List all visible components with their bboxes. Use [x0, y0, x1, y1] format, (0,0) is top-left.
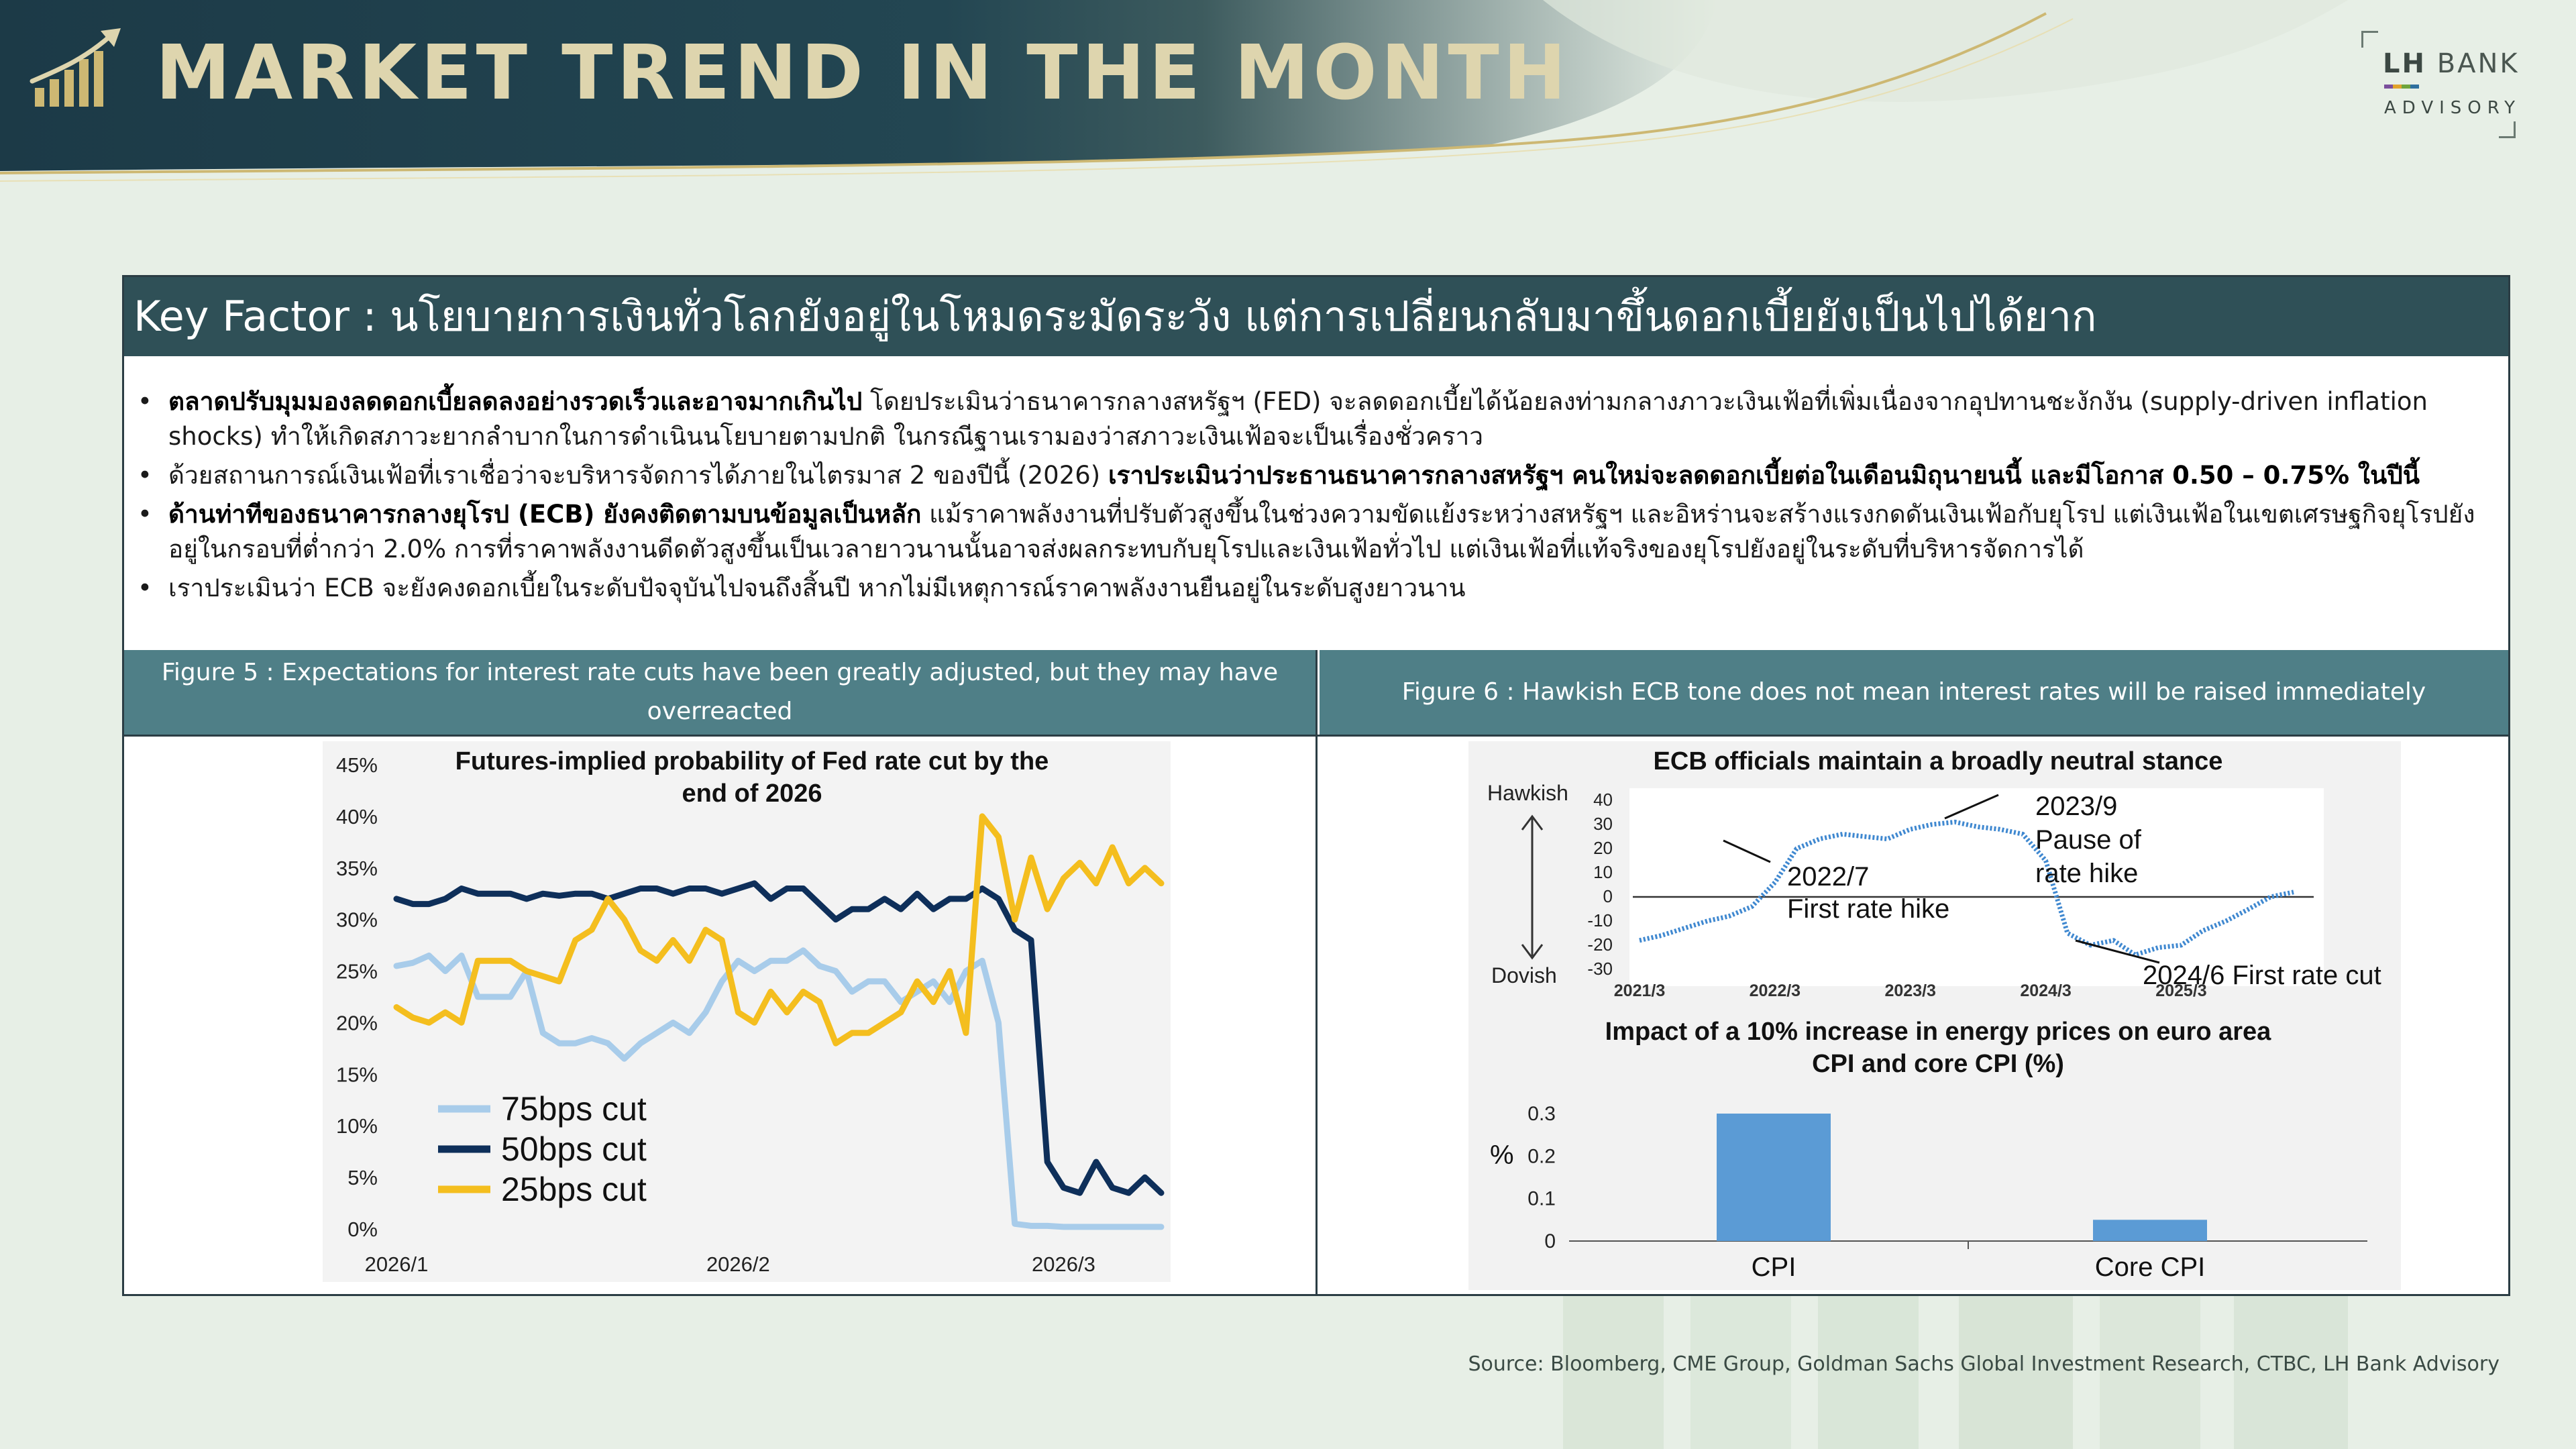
y-tick-label: 5% — [347, 1166, 378, 1189]
y-tick-label: 0 — [1544, 1230, 1556, 1252]
y-tick-label: 20 — [1593, 838, 1613, 858]
figure-6-header: Figure 6 : Hawkish ECB tone does not mea… — [1320, 650, 2508, 735]
annotation-arrow — [1944, 794, 1999, 820]
bullet-symbol: • — [138, 461, 152, 490]
y-tick-label: 30% — [336, 908, 378, 932]
y-tick-label: 10% — [336, 1114, 378, 1138]
y-axis-label: % — [1490, 1140, 1514, 1170]
figure-5-chart-area: Futures-implied probability of Fed rate … — [323, 741, 1171, 1282]
annotation-label: Pause of — [2035, 825, 2142, 855]
y-tick-label: -20 — [1587, 934, 1613, 955]
x-tick-label: 2022/3 — [1750, 981, 1801, 1000]
y-tick-label: 0 — [1603, 886, 1613, 906]
source-note: Source: Bloomberg, CME Group, Goldman Sa… — [1468, 1352, 2500, 1376]
plot-background — [1629, 788, 2324, 986]
brand-color-bar — [2384, 85, 2419, 89]
bar-CPI — [1717, 1114, 1831, 1241]
chart-title: ECB officials maintain a broadly neutral… — [1654, 747, 2223, 775]
chart-title: CPI and core CPI (%) — [1812, 1050, 2064, 1078]
annotation-arrow — [2075, 939, 2160, 964]
y-tick-label: 35% — [336, 857, 378, 880]
y-tick-label: 0.1 — [1527, 1188, 1556, 1210]
figure-6-chart-area: ECB officials maintain a broadly neutral… — [1468, 741, 2401, 1290]
annotation-label: 2022/7 — [1787, 862, 1869, 892]
legend-label: 50bps cut — [501, 1130, 647, 1168]
hawkish-label: Hawkish — [1487, 781, 1568, 805]
y-tick-label: 10 — [1593, 862, 1613, 882]
series-line-75bps-cut — [393, 947, 1165, 1230]
x-tick-label: 2026/3 — [1032, 1252, 1095, 1276]
chart-title: Futures-implied probability of Fed rate … — [455, 747, 1049, 775]
arrow-head-down — [1521, 944, 1544, 960]
bar-Core-CPI — [2093, 1220, 2207, 1241]
y-tick-label: 0.3 — [1527, 1103, 1556, 1125]
x-tick-label: 2026/1 — [365, 1252, 429, 1276]
bullet-list: • ตลาดปรับมุมมองลดดอกเบี้ยลดลงอย่างรวดเร… — [133, 384, 2481, 610]
bullet-item-2: • ด้วยสถานการณ์เงินเฟ้อที่เราเชื่อว่าจะบ… — [133, 458, 2481, 493]
bullet-3-text: แม้ราคาพลังงานที่ปรับตัวสูงขึ้นในช่วงควา… — [168, 500, 2475, 564]
legend-label: 75bps cut — [501, 1090, 647, 1128]
brand-subtitle: ADVISORY — [2384, 98, 2522, 118]
bullet-symbol: • — [138, 574, 152, 602]
x-tick-label: 2024/3 — [2020, 981, 2071, 1000]
fed-rate-cut-probability-chart: Futures-implied probability of Fed rate … — [336, 747, 1165, 1276]
chart-title: end of 2026 — [682, 780, 822, 808]
figure-5-header: Figure 5 : Expectations for interest rat… — [124, 650, 1316, 735]
y-tick-label: 0.2 — [1527, 1145, 1556, 1167]
bullet-1-text: โดยประเมินว่าธนาคารกลางสหรัฐฯ (FED) จะลด… — [168, 387, 2428, 451]
logo-corner-top-left — [2361, 31, 2378, 48]
x-tick-label: 2026/2 — [706, 1252, 770, 1276]
annotation-label: rate hike — [2035, 859, 2138, 888]
annotation-label: 2024/6 First rate cut — [2143, 961, 2381, 990]
lh-bank-advisory-logo: LH BANK ADVISORY — [2361, 31, 2518, 138]
ecb-stance-line — [1639, 819, 2294, 957]
figure-divider-vertical — [1316, 650, 1318, 1296]
bullet-2-text: ด้วยสถานการณ์เงินเฟ้อที่เราเชื่อว่าจะบริ… — [168, 461, 1108, 490]
series-line-25bps-cut — [393, 813, 1165, 1046]
bullet-1-bold: ตลาดปรับมุมมองลดดอกเบี้ยลดลงอย่างรวดเร็ว… — [168, 387, 863, 416]
y-tick-label: 0% — [347, 1218, 378, 1241]
bullet-3-bold: ด้านท่าทีของธนาคารกลางยุโรป (ECB) ยังคงต… — [168, 500, 922, 529]
y-tick-label: 30 — [1593, 814, 1613, 834]
y-tick-label: 40% — [336, 805, 378, 828]
y-tick-label: 15% — [336, 1063, 378, 1086]
y-tick-label: 20% — [336, 1011, 378, 1034]
y-tick-label: -30 — [1587, 959, 1613, 979]
x-tick-label: 2021/3 — [1614, 981, 1665, 1000]
content-panel: Key Factor : นโยบายการเงินทั่วโลกยังอยู่… — [122, 275, 2510, 1296]
annotation-label: First rate hike — [1787, 894, 1949, 924]
y-tick-label: -10 — [1587, 910, 1613, 930]
bullet-symbol: • — [138, 500, 152, 529]
legend-label: 25bps cut — [501, 1171, 647, 1208]
brand-name: LH BANK — [2383, 48, 2520, 79]
bullet-item-4: • เราประเมินว่า ECB จะยังคงดอกเบี้ยในระด… — [133, 571, 2481, 606]
x-tick-label: 2023/3 — [1884, 981, 1935, 1000]
x-tick-label: CPI — [1752, 1252, 1796, 1282]
bullet-item-1: • ตลาดปรับมุมมองลดดอกเบี้ยลดลงอย่างรวดเร… — [133, 384, 2481, 454]
y-tick-label: 45% — [336, 753, 378, 777]
y-tick-label: 40 — [1593, 790, 1613, 810]
annotation-arrow — [1723, 839, 1771, 863]
annotation-label: 2023/9 — [2035, 792, 2117, 821]
arrow-head-up — [1521, 814, 1544, 830]
x-tick-label: Core CPI — [2095, 1252, 2206, 1282]
bullet-2-bold: เราประเมินว่าประธานธนาคารกลางสหรัฐฯ คนให… — [1108, 461, 2420, 490]
growth-chart-icon — [30, 28, 121, 107]
y-tick-label: 25% — [336, 960, 378, 983]
bullet-item-3: • ด้านท่าทีของธนาคารกลางยุโรป (ECB) ยังค… — [133, 497, 2481, 567]
dovish-label: Dovish — [1491, 963, 1557, 987]
logo-corner-bottom-right — [2499, 121, 2516, 138]
page-title: MARKET TREND IN THE MONTH — [156, 30, 1570, 117]
header-band — [0, 0, 2348, 182]
key-factor-bar: Key Factor : นโยบายการเงินทั่วโลกยังอยู่… — [124, 277, 2508, 356]
bullet-symbol: • — [138, 387, 152, 416]
x-tick-label: 2025/3 — [2155, 981, 2206, 1000]
chart-title: Impact of a 10% increase in energy price… — [1605, 1018, 2272, 1046]
series-line-50bps-cut — [393, 880, 1165, 1196]
bullet-4-text: เราประเมินว่า ECB จะยังคงดอกเบี้ยในระดับ… — [168, 574, 1466, 602]
ecb-charts: ECB officials maintain a broadly neutral… — [1487, 747, 2381, 1282]
